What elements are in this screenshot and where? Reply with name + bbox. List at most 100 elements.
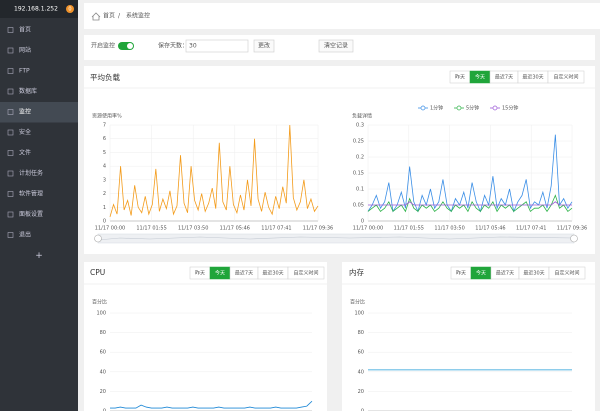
y-tick-label: 0 bbox=[103, 409, 106, 411]
menu-icon bbox=[7, 129, 14, 136]
range-label: 最近7天 bbox=[235, 270, 253, 277]
x-tick-label: 11/17 05:46 bbox=[475, 226, 505, 232]
menu-icon bbox=[7, 211, 14, 218]
crumb-sep: / bbox=[118, 13, 121, 20]
x-tick-label: 11/17 03:50 bbox=[434, 226, 464, 232]
menu-item[interactable]: 面板设置 bbox=[19, 210, 43, 218]
badge: 0 bbox=[68, 7, 71, 13]
menu-icon bbox=[7, 232, 14, 238]
range-label: 最近7天 bbox=[495, 74, 513, 81]
series-line bbox=[368, 201, 572, 206]
range-label: 最近30天 bbox=[523, 270, 544, 277]
menu-item[interactable]: 监控 bbox=[19, 108, 31, 116]
x-tick-label: 11/17 07:41 bbox=[261, 226, 291, 232]
y-tick-label: 0 bbox=[103, 219, 106, 225]
y-tick-label: 100 bbox=[354, 311, 364, 317]
y-tick-label: 2 bbox=[103, 191, 106, 197]
crumb[interactable]: 首页 bbox=[103, 12, 115, 20]
axis-title: 百分比 bbox=[92, 299, 107, 306]
range-button[interactable] bbox=[547, 70, 585, 84]
change-label: 更改 bbox=[258, 42, 270, 50]
range-label: 自定义时间 bbox=[554, 270, 579, 277]
y-tick-label: 1 bbox=[103, 205, 106, 211]
host: 192.168.1.252 bbox=[14, 6, 58, 13]
y-tick-label: 80 bbox=[100, 330, 106, 336]
range-label: 最近7天 bbox=[496, 270, 514, 277]
series-line bbox=[367, 134, 573, 213]
clear-button[interactable] bbox=[318, 39, 354, 53]
y-tick-label: 60 bbox=[100, 350, 106, 356]
sidebar-header bbox=[0, 0, 78, 18]
menu-icon bbox=[7, 150, 14, 156]
y-tick-label: 5 bbox=[103, 150, 106, 156]
series-line bbox=[109, 124, 319, 217]
menu-item[interactable]: 退出 bbox=[19, 231, 31, 239]
y-tick-label: 7 bbox=[103, 123, 106, 129]
x-tick-label: 11/17 09:36 bbox=[557, 226, 587, 232]
x-tick-label: 11/17 00:00 bbox=[353, 226, 383, 232]
x-tick-label: 11/17 01:55 bbox=[136, 226, 166, 232]
y-tick-label: 100 bbox=[96, 311, 106, 317]
y-tick-label: 0.15 bbox=[353, 171, 364, 177]
menu-item[interactable]: 数据库 bbox=[19, 87, 37, 95]
range-label: 今天 bbox=[215, 270, 225, 277]
range-label: 今天 bbox=[476, 270, 486, 277]
panel-title: 内存 bbox=[349, 267, 364, 277]
legend-dot bbox=[492, 105, 498, 111]
menu-item[interactable]: 软件管理 bbox=[19, 190, 43, 198]
range-label: 最近30天 bbox=[262, 270, 283, 277]
home-icon bbox=[91, 12, 101, 21]
menu-item[interactable]: 计划任务 bbox=[19, 169, 43, 177]
y-tick-label: 0.25 bbox=[353, 139, 364, 145]
menu-item[interactable]: 文件 bbox=[19, 149, 31, 157]
y-tick-label: 20 bbox=[358, 389, 364, 395]
menu-item[interactable]: 网站 bbox=[19, 46, 31, 54]
range-label: 自定义时间 bbox=[293, 270, 318, 277]
change-button[interactable] bbox=[253, 39, 275, 53]
range-label: 今天 bbox=[475, 74, 485, 81]
menu-icon bbox=[7, 191, 14, 197]
cpu-panel bbox=[84, 262, 327, 411]
axis-title: 百分比 bbox=[350, 299, 365, 306]
menu-active bbox=[0, 102, 78, 123]
y-tick-label: 6 bbox=[103, 136, 106, 142]
range-label: 自定义时间 bbox=[553, 74, 578, 81]
x-tick-label: 11/17 01:55 bbox=[394, 226, 424, 232]
menu-icon bbox=[7, 109, 14, 115]
range-button[interactable] bbox=[548, 266, 586, 280]
days-value: 30 bbox=[189, 43, 197, 50]
y-tick-label: 0.3 bbox=[356, 123, 364, 129]
x-tick-label: 11/17 09:36 bbox=[303, 226, 333, 232]
range-button[interactable] bbox=[287, 266, 325, 280]
y-tick-label: 60 bbox=[358, 350, 364, 356]
days-input[interactable] bbox=[185, 39, 249, 53]
range-label: 昨天 bbox=[455, 74, 465, 81]
series-line bbox=[367, 194, 573, 213]
panel-title: 平均负载 bbox=[90, 72, 120, 82]
menu-item[interactable]: 安全 bbox=[19, 128, 31, 136]
x-tick-label: 11/17 05:46 bbox=[220, 226, 250, 232]
x-tick-label: 11/17 03:50 bbox=[178, 226, 208, 232]
menu-item[interactable]: 首页 bbox=[19, 26, 31, 34]
monitor-label: 开启监控 bbox=[91, 42, 115, 50]
x-tick-label: 11/17 00:00 bbox=[95, 226, 125, 232]
badge-bg bbox=[66, 5, 74, 13]
slider-preview bbox=[97, 236, 575, 241]
axis-title: 负载详情 bbox=[352, 113, 372, 120]
menu-icon bbox=[7, 27, 14, 33]
slider-handle[interactable] bbox=[94, 234, 102, 243]
clear-label: 清空记录 bbox=[324, 42, 348, 50]
menu-add[interactable]: + bbox=[35, 251, 43, 261]
slider-handle[interactable] bbox=[570, 234, 578, 243]
y-tick-label: 40 bbox=[358, 369, 364, 375]
y-tick-label: 40 bbox=[100, 369, 106, 375]
menu-item[interactable]: FTP bbox=[19, 68, 30, 75]
menu-icon bbox=[7, 88, 14, 95]
y-tick-label: 0.2 bbox=[356, 155, 364, 161]
range-label: 昨天 bbox=[456, 270, 466, 277]
legend-dot bbox=[420, 105, 426, 111]
memory-panel bbox=[342, 262, 595, 411]
panel-title: CPU bbox=[90, 268, 105, 277]
y-tick-label: 20 bbox=[100, 389, 106, 395]
